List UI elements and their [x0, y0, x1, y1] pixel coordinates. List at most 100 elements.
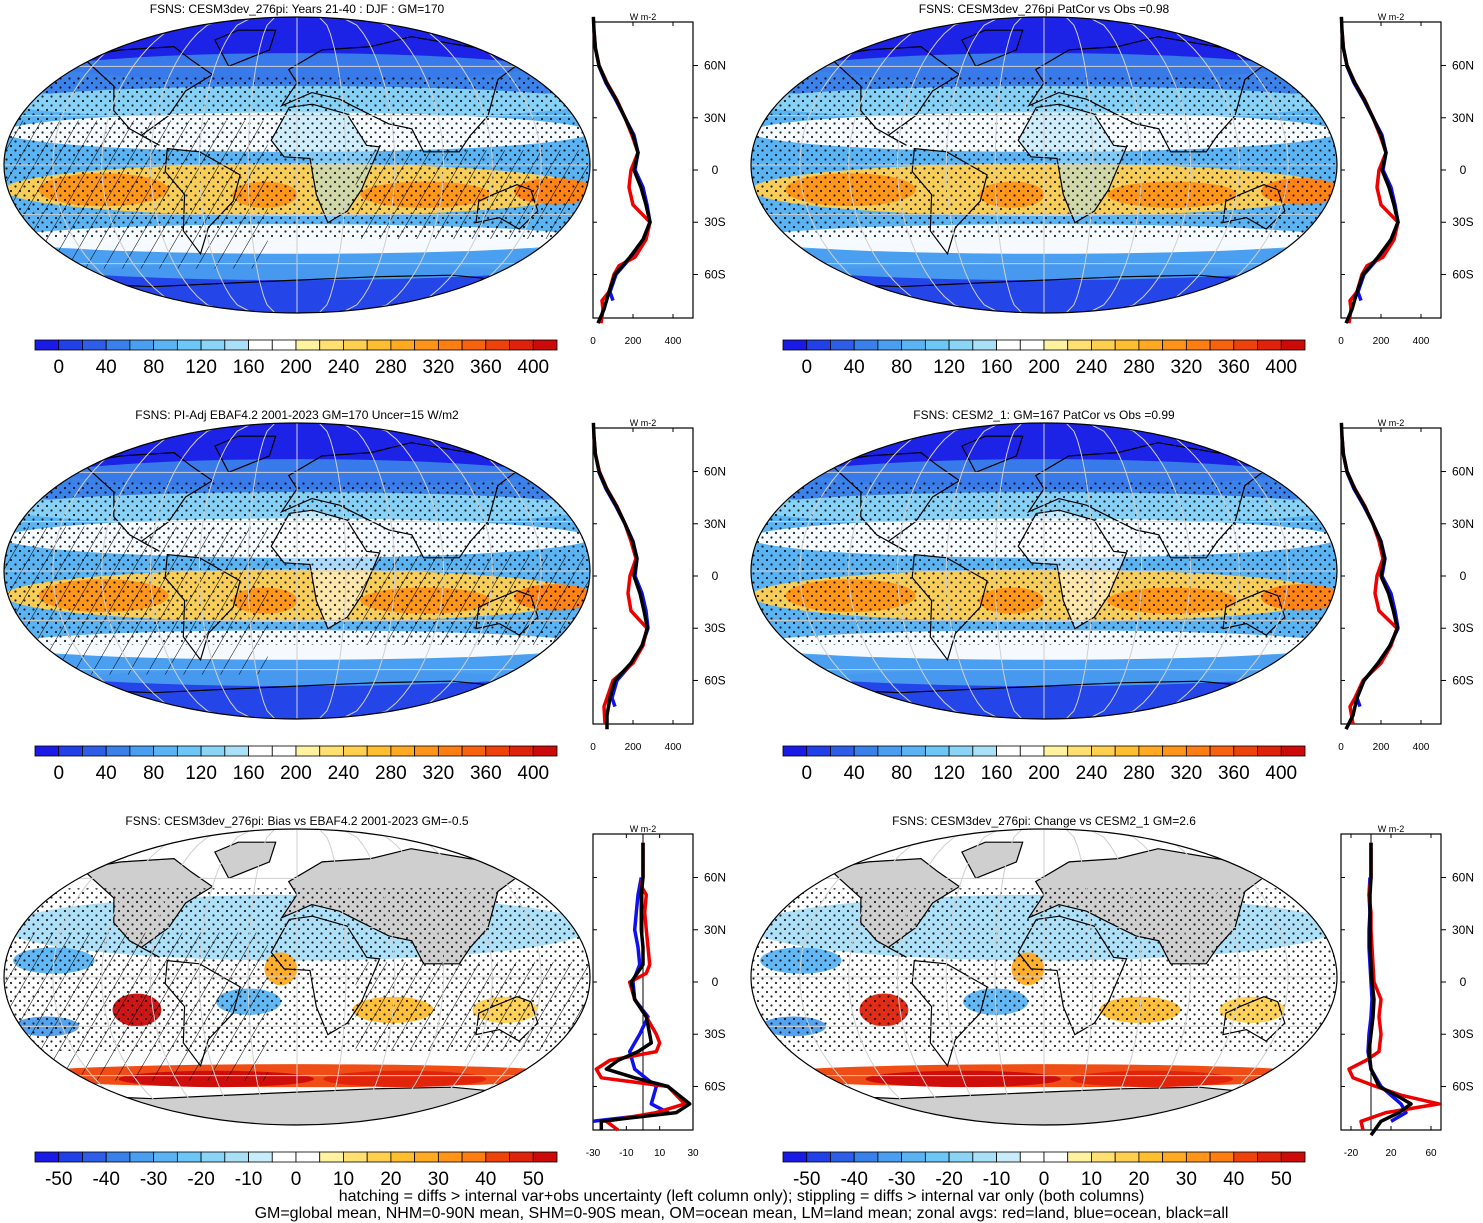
map-field-4 [4, 829, 590, 1125]
colorbar-swatch [1162, 339, 1187, 351]
colorbar-swatch [390, 745, 416, 757]
coastline [1017, 915, 1128, 1036]
field-region [323, 1070, 487, 1088]
colorbar-swatch [343, 1151, 368, 1163]
colorbar-swatch [1209, 745, 1235, 757]
colorbar-swatch [224, 339, 249, 351]
colorbar-tick-label: 0 [291, 1169, 302, 1190]
profile-ytick-label: 60S [1452, 267, 1473, 281]
colorbar-swatch [1138, 339, 1164, 351]
colorbar-tick-label: 50 [1271, 1169, 1292, 1190]
profile-ytick-label: 0 [712, 569, 719, 583]
colorbar-swatch [129, 1151, 155, 1163]
colorbar-swatch [1043, 1151, 1069, 1163]
colorbar-swatch [366, 745, 392, 757]
profile-ytick-label: 30N [1452, 923, 1474, 937]
colorbar-swatch [1185, 745, 1211, 757]
profile-xtick-label: 0 [590, 336, 596, 347]
profile-unit-label: W m-2 [1378, 418, 1405, 428]
profile-xtick-label: 400 [665, 336, 682, 347]
colorbar-swatch [343, 745, 368, 757]
colorbar-tick-label: 200 [1028, 763, 1060, 784]
colorbar-tick-label: 0 [801, 357, 812, 378]
footer-line-2: GM=global mean, NHM=0-90N mean, SHM=0-90… [254, 1205, 1229, 1222]
colorbar-tick-label: 200 [280, 763, 312, 784]
colorbar-tick-label: 160 [981, 357, 1013, 378]
land-mask [214, 842, 276, 879]
colorbar-swatch [1138, 1151, 1164, 1163]
profile-ytick-label: 60S [1452, 1079, 1473, 1093]
colorbar-swatch [509, 1151, 534, 1163]
profile-series-all [1339, 16, 1400, 324]
colorbar-tick-label: 40 [475, 1169, 496, 1190]
map-field-3 [751, 423, 1337, 719]
colorbar-tick-label: 40 [844, 763, 865, 784]
colorbar-swatch [105, 745, 131, 757]
map-outline [3, 16, 591, 314]
profile-ytick-label: 60S [704, 673, 725, 687]
colorbar-swatch [319, 745, 344, 757]
colorbar-swatch [877, 745, 903, 757]
profile-unit-label: W m-2 [630, 418, 657, 428]
profile-ytick-label: 60N [704, 465, 726, 479]
colorbar-swatch [58, 1151, 83, 1163]
colorbar-tick-label: 120 [185, 357, 217, 378]
colorbar-tick-label: 40 [1223, 1169, 1244, 1190]
colorbar-swatch [153, 339, 178, 351]
colorbar-tick-label: -50 [793, 1169, 820, 1190]
colorbar-swatch [532, 745, 558, 757]
colorbar-tick-label: -10 [983, 1169, 1010, 1190]
colorbar-swatch [830, 1151, 855, 1163]
coastline [475, 996, 539, 1042]
hatching [4, 120, 268, 269]
colorbar-tick-label: 80 [891, 763, 912, 784]
colorbar-swatch [1114, 339, 1140, 351]
colorbar-swatch [996, 1151, 1021, 1163]
colorbar-swatch [1280, 1151, 1306, 1163]
colorbar-swatch [485, 339, 510, 351]
colorbar-swatch [509, 745, 534, 757]
coastline [80, 451, 214, 552]
colorbar-swatch [532, 1151, 558, 1163]
colorbar-swatch [129, 745, 155, 757]
profile-ytick-label: 0 [1460, 569, 1467, 583]
colorbar-tick-label: 320 [423, 357, 455, 378]
colorbar-swatch [1114, 745, 1140, 757]
colorbar-swatch [153, 745, 178, 757]
colorbar-swatch [414, 1151, 439, 1163]
profile-ytick-label: 60N [1452, 871, 1474, 885]
profile-series-all [591, 422, 650, 730]
colorbar-swatch [271, 745, 297, 757]
colorbar-swatch [34, 1151, 60, 1163]
map-outline [3, 422, 591, 720]
profile-ytick-label: 0 [1460, 163, 1467, 177]
colorbar-swatch [948, 339, 974, 351]
colorbar-tick-label: 400 [1265, 357, 1297, 378]
colorbar-tick-label: 280 [375, 357, 407, 378]
profile-xtick-label: 10 [654, 1148, 666, 1159]
colorbar-swatch [176, 1151, 202, 1163]
coastline [1017, 509, 1128, 630]
colorbar-swatch [1067, 745, 1092, 757]
profile-unit-label: W m-2 [1378, 12, 1405, 22]
profile-xtick-label: 30 [687, 1148, 699, 1159]
profile-unit-label: W m-2 [630, 824, 657, 834]
coastline [827, 45, 961, 146]
colorbar-tick-label: 20 [380, 1169, 401, 1190]
colorbar-tick-label: 160 [981, 763, 1013, 784]
hatching [4, 526, 268, 675]
profile-ytick-label: 30S [1452, 621, 1473, 635]
profile-series-all [1339, 422, 1400, 730]
profile-series-all [599, 842, 692, 1130]
profile-xtick-label: 200 [1373, 742, 1390, 753]
colorbar-swatch [271, 339, 297, 351]
colorbar-swatch [1233, 745, 1258, 757]
colorbar-tick-label: -20 [187, 1169, 214, 1190]
map-outline [750, 828, 1338, 1126]
colorbar-swatch [830, 745, 855, 757]
panel-1: FSNS: CESM3dev_276pi: Years 21-40 : DJF … [3, 2, 726, 378]
colorbar-swatch [1257, 745, 1282, 757]
profile-xtick-label: 200 [625, 742, 642, 753]
colorbar-swatch [58, 745, 83, 757]
colorbar-tick-label: 10 [333, 1169, 354, 1190]
